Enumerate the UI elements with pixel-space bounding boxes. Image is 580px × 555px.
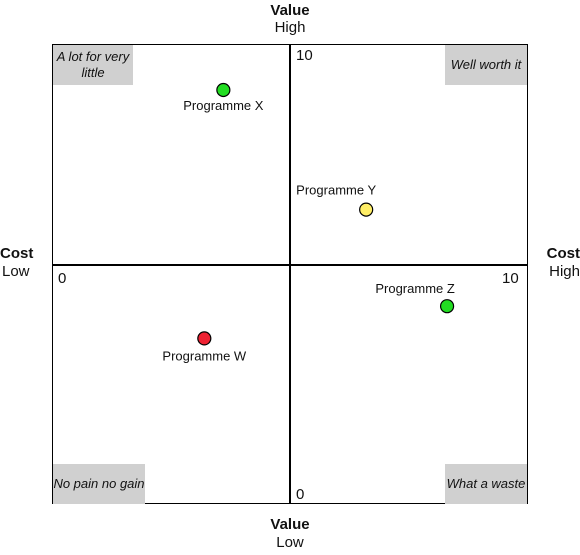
right-axis-title: Cost [546,245,580,262]
tick-label-y-max: 10 [296,47,313,64]
left-axis-title: Cost [0,245,34,262]
tick-label-x-max: 10 [502,270,519,287]
tick-label-x-min: 0 [58,270,67,287]
top-axis-subtitle: High [274,19,306,36]
bottom-axis-subtitle: Low [276,534,304,551]
data-point-programme-w [197,331,212,346]
quadrant-label-bottom-right: What a waste [445,464,527,504]
data-point-programme-z [439,299,455,314]
quadrant-label-top-left: A lot for very little [53,45,133,85]
top-axis-title: Value [270,2,310,19]
bottom-axis-title: Value [270,516,310,533]
left-axis-subtitle: Low [2,263,30,280]
quadrant-label-top-right: Well worth it [445,45,527,85]
tick-label-y-min: 0 [296,486,305,503]
vertical-axis-line [289,44,291,504]
right-axis-subtitle: High [549,263,580,280]
point-label-programme-y: Programme Y [296,183,376,198]
point-label-programme-x: Programme X [183,98,264,113]
data-point-programme-y [359,202,374,217]
data-point-programme-x [216,82,231,98]
horizontal-axis-line [52,264,528,266]
point-label-programme-z: Programme Z [375,281,455,296]
quadrant-label-bottom-left: No pain no gain [53,464,145,504]
point-label-programme-w: Programme W [162,348,247,363]
